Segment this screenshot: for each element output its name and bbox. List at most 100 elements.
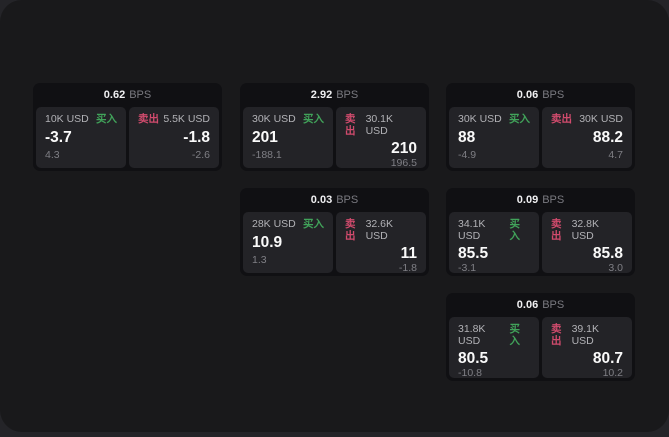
sell-price: 11: [400, 245, 417, 263]
sell-sub-value: 4.7: [608, 149, 623, 162]
buy-side-label: 买入: [303, 218, 324, 230]
buy-panel-header: 28K USD 买入: [252, 218, 324, 231]
buy-sub-value: -188.1: [252, 149, 282, 162]
sell-panel-header: 卖出 30.1K USD: [345, 113, 417, 137]
buy-side-label: 买入: [509, 113, 530, 125]
sell-side-label: 卖出: [551, 218, 562, 242]
sell-amount: 5.5K USD: [163, 113, 210, 125]
buy-panel-header: 10K USD 买入: [45, 113, 117, 126]
sell-side-label: 卖出: [551, 113, 572, 125]
buy-amount: 30K USD: [252, 113, 296, 125]
buy-panel[interactable]: 31.8K USD 买入 80.5 -10.8: [449, 317, 539, 378]
sell-amount: 32.8K USD: [571, 218, 600, 242]
quote-panels: 31.8K USD 买入 80.5 -10.8 卖出 39.1K USD 80.…: [446, 317, 635, 381]
sell-price: 88.2: [592, 128, 623, 146]
buy-panel-header: 30K USD 买入: [252, 113, 324, 126]
buy-amount: 10K USD: [45, 113, 89, 125]
bps-header: 2.92 BPS: [240, 83, 429, 107]
quote-panels: 30K USD 买入 201 -188.1 卖出 30.1K USD 210 1…: [240, 107, 429, 171]
quote-card: 2.92 BPS 30K USD 买入 201 -188.1 卖出 30.1K …: [240, 83, 429, 171]
sell-amount: 32.6K USD: [365, 218, 394, 242]
sell-side-label: 卖出: [345, 218, 356, 242]
sell-panel[interactable]: 卖出 39.1K USD 80.7 10.2: [542, 317, 632, 378]
bps-unit-label: BPS: [542, 299, 565, 311]
bps-value: 0.03: [310, 194, 333, 206]
buy-panel-header: 34.1K USD 买入: [458, 218, 530, 242]
quote-card: 0.09 BPS 34.1K USD 买入 85.5 -3.1 卖出 32.8K…: [446, 188, 635, 276]
bps-value: 0.62: [103, 89, 126, 101]
sell-side-label: 卖出: [551, 323, 562, 347]
bps-header: 0.06 BPS: [446, 83, 635, 107]
buy-side-label: 买入: [96, 113, 117, 125]
buy-panel[interactable]: 30K USD 买入 88 -4.9: [449, 107, 539, 168]
sell-price: 80.7: [592, 350, 623, 368]
sell-price: 210: [391, 140, 417, 158]
buy-amount: 28K USD: [252, 218, 296, 230]
quote-card: 0.06 BPS 31.8K USD 买入 80.5 -10.8 卖出 39.1…: [446, 293, 635, 381]
buy-side-label: 买入: [509, 323, 520, 347]
buy-price: 10.9: [252, 233, 283, 251]
bps-header: 0.06 BPS: [446, 293, 635, 317]
bps-unit-label: BPS: [336, 194, 359, 206]
sell-panel[interactable]: 卖出 5.5K USD -1.8 -2.6: [129, 107, 219, 168]
buy-side-label: 买入: [509, 218, 520, 242]
sell-panel-header: 卖出 32.8K USD: [551, 218, 623, 242]
sell-sub-value: 3.0: [608, 261, 623, 274]
sell-panel[interactable]: 卖出 32.6K USD 11 -1.8: [336, 212, 426, 273]
bps-header: 0.09 BPS: [446, 188, 635, 212]
buy-panel-header: 31.8K USD 买入: [458, 323, 530, 347]
sell-price: 85.8: [592, 245, 623, 263]
quote-panels: 34.1K USD 买入 85.5 -3.1 卖出 32.8K USD 85.8…: [446, 212, 635, 276]
buy-price: 85.5: [458, 245, 489, 263]
bps-unit-label: BPS: [542, 194, 565, 206]
sell-panel-header: 卖出 32.6K USD: [345, 218, 417, 242]
buy-sub-value: -4.9: [458, 149, 477, 162]
sell-panel[interactable]: 卖出 32.8K USD 85.8 3.0: [542, 212, 632, 273]
sell-sub-value: 196.5: [390, 156, 417, 169]
sell-panel-header: 卖出 39.1K USD: [551, 323, 623, 347]
buy-sub-value: -10.8: [458, 366, 482, 379]
sell-price: -1.8: [183, 128, 210, 146]
buy-price: 88: [458, 128, 476, 146]
bps-value: 0.06: [516, 89, 539, 101]
buy-price: 201: [252, 128, 278, 146]
bps-value: 0.06: [516, 299, 539, 311]
buy-amount: 30K USD: [458, 113, 502, 125]
quote-panels: 30K USD 买入 88 -4.9 卖出 30K USD 88.2 4.7: [446, 107, 635, 171]
sell-amount: 30K USD: [579, 113, 623, 125]
sell-panel[interactable]: 卖出 30K USD 88.2 4.7: [542, 107, 632, 168]
buy-price: 80.5: [458, 350, 489, 368]
quote-card: 0.03 BPS 28K USD 买入 10.9 1.3 卖出 32.6K US…: [240, 188, 429, 276]
bps-value: 0.09: [516, 194, 539, 206]
sell-panel-header: 卖出 30K USD: [551, 113, 623, 126]
quote-card: 0.06 BPS 30K USD 买入 88 -4.9 卖出 30K USD 8…: [446, 83, 635, 171]
sell-sub-value: 10.2: [602, 366, 623, 379]
sell-amount: 39.1K USD: [571, 323, 600, 347]
sell-sub-value: -2.6: [191, 149, 210, 162]
buy-amount: 34.1K USD: [458, 218, 486, 242]
buy-panel[interactable]: 10K USD 买入 -3.7 4.3: [36, 107, 126, 168]
sell-side-label: 卖出: [138, 113, 159, 125]
sell-panel-header: 卖出 5.5K USD: [138, 113, 210, 126]
quote-card: 0.62 BPS 10K USD 买入 -3.7 4.3 卖出 5.5K USD…: [33, 83, 222, 171]
buy-price: -3.7: [45, 128, 72, 146]
bps-unit-label: BPS: [129, 89, 152, 101]
buy-panel[interactable]: 34.1K USD 买入 85.5 -3.1: [449, 212, 539, 273]
buy-amount: 31.8K USD: [458, 323, 486, 347]
buy-panel[interactable]: 30K USD 买入 201 -188.1: [243, 107, 333, 168]
buy-panel-header: 30K USD 买入: [458, 113, 530, 126]
bps-header: 0.62 BPS: [33, 83, 222, 107]
buy-sub-value: -3.1: [458, 261, 477, 274]
sell-panel[interactable]: 卖出 30.1K USD 210 196.5: [336, 107, 426, 168]
sell-amount: 30.1K USD: [365, 113, 394, 137]
buy-panel[interactable]: 28K USD 买入 10.9 1.3: [243, 212, 333, 273]
sell-sub-value: -1.8: [398, 261, 417, 274]
sell-side-label: 卖出: [345, 113, 356, 137]
bps-value: 2.92: [310, 89, 333, 101]
quote-panels: 10K USD 买入 -3.7 4.3 卖出 5.5K USD -1.8 -2.…: [33, 107, 222, 171]
buy-side-label: 买入: [303, 113, 324, 125]
buy-sub-value: 4.3: [45, 149, 60, 162]
buy-sub-value: 1.3: [252, 254, 267, 267]
